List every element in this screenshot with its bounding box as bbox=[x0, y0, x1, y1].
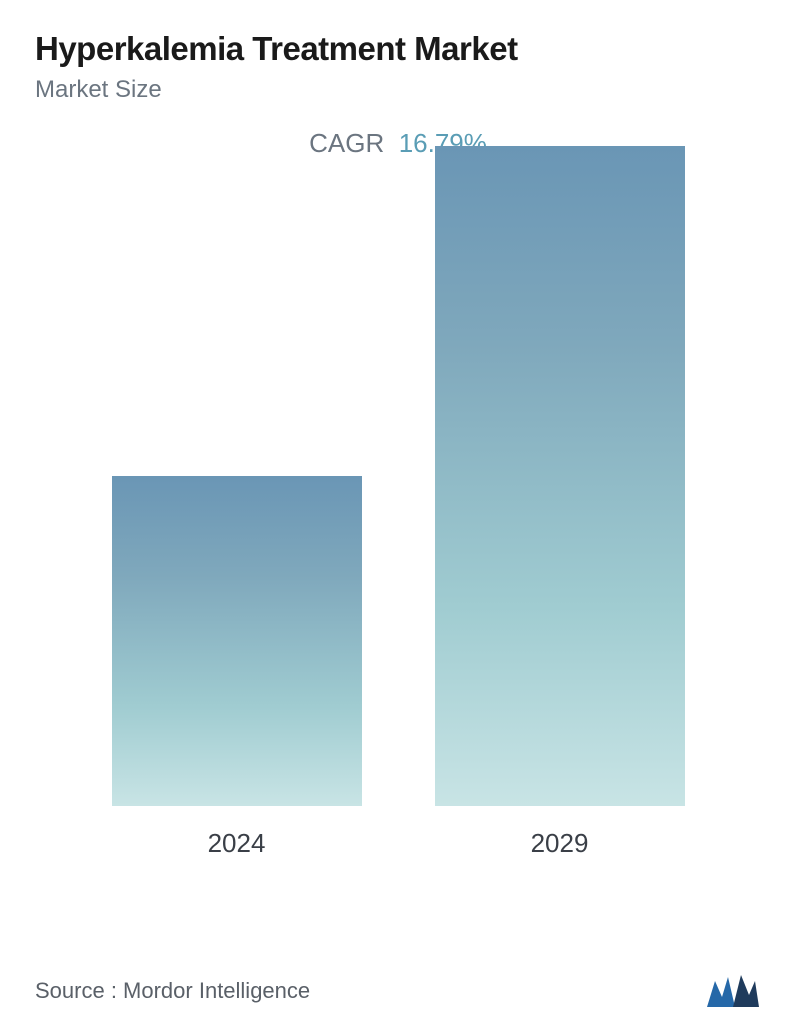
bar-label-2024: 2024 bbox=[208, 828, 266, 859]
bar-2024 bbox=[112, 476, 362, 806]
footer: Source : Mordor Intelligence bbox=[35, 973, 761, 1009]
chart-subtitle: Market Size bbox=[35, 76, 761, 104]
bar-2029 bbox=[435, 146, 685, 806]
bar-chart: 2024 2029 bbox=[35, 199, 761, 919]
cagr-label: CAGR bbox=[309, 128, 384, 158]
bar-group-2029: 2029 bbox=[435, 146, 685, 859]
source-text: Source : Mordor Intelligence bbox=[35, 978, 310, 1004]
mordor-logo-icon bbox=[705, 973, 761, 1009]
bar-label-2029: 2029 bbox=[531, 828, 589, 859]
chart-title: Hyperkalemia Treatment Market bbox=[35, 30, 761, 68]
bar-group-2024: 2024 bbox=[112, 476, 362, 859]
